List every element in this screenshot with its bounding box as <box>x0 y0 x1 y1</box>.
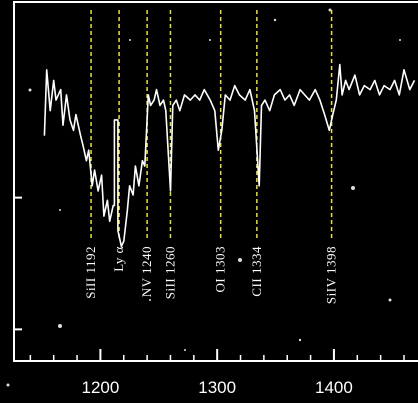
feature-label: SiII 1260 <box>162 246 177 299</box>
star-field <box>6 8 401 387</box>
spectrum-line <box>43 63 416 248</box>
feature-label: OI 1303 <box>213 246 228 292</box>
feature-label: SiII 1192 <box>83 246 98 299</box>
x-tick-label: 1300 <box>198 378 236 397</box>
x-tick-label: 1400 <box>315 378 353 397</box>
feature-label: CII 1334 <box>249 246 264 297</box>
feature-label: SiIV 1398 <box>324 246 339 304</box>
x-tick-label: 1200 <box>81 378 119 397</box>
axes-frame <box>13 1 418 362</box>
feature-label: NV 1240 <box>139 246 154 297</box>
feature-label: Ly α <box>111 246 126 272</box>
